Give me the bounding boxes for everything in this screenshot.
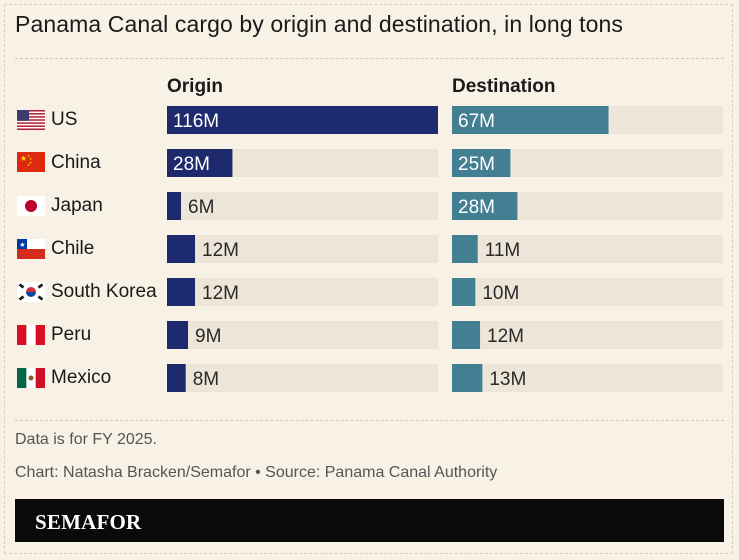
title-divider [15,58,724,59]
destination-bar-chile [452,235,478,263]
japan-flag-icon [17,196,45,216]
country-label-south-korea: South Korea [51,281,157,302]
svg-text:★: ★ [20,154,27,163]
destination-track-mexico [452,364,723,392]
origin-value-label-peru: 9M [195,326,221,347]
country-label-japan: Japan [51,195,103,216]
origin-track-chile [167,235,438,263]
destination-track-peru [452,321,723,349]
origin-value-label-mexico: 8M [193,369,219,390]
destination-track-south-korea [452,278,723,306]
svg-text:★: ★ [27,154,30,158]
origin-value-label-south-korea: 12M [202,283,239,304]
semafor-logo: SEMAFOR [35,510,142,534]
china-flag-icon: ★ ★ ★ ★ ★ [17,152,45,172]
origin-value-label-us: 116M [173,111,219,132]
origin-track-peru [167,321,438,349]
destination-value-label-us: 67M [458,111,495,132]
country-label-mexico: Mexico [51,367,112,388]
notes-divider [15,420,724,421]
origin-value-label-chile: 12M [202,240,239,261]
country-label-us: US [51,109,78,130]
footer-bar: SEMAFOR [15,499,724,542]
origin-track-mexico [167,364,438,392]
destination-bar-us [452,106,609,134]
destination-column-header: Destination [452,76,556,97]
data-note: Data is for FY 2025. [15,431,157,448]
origin-column-header: Origin [167,76,223,97]
destination-bar-mexico [452,364,483,392]
origin-track-japan [167,192,438,220]
svg-text:★: ★ [19,241,25,249]
origin-bar-china [167,149,233,177]
country-label-peru: Peru [51,324,92,345]
origin-value-label-japan: 6M [188,197,214,218]
origin-value-label-china: 28M [173,154,210,175]
destination-value-label-peru: 12M [487,326,524,347]
origin-track-south-korea [167,278,438,306]
origin-bar-japan [167,192,182,220]
peru-flag-icon [17,325,45,345]
country-label-china: China [51,152,101,173]
destination-value-label-south-korea: 10M [482,283,519,304]
destination-track-chile [452,235,723,263]
origin-bar-peru [167,321,189,349]
chart-frame [4,4,733,554]
chile-flag-icon: ★ [17,239,45,259]
svg-text:★: ★ [29,161,32,165]
destination-value-label-mexico: 13M [489,369,526,390]
origin-bar-us [167,106,438,134]
destination-bar-japan [452,192,518,220]
destination-bar-peru [452,321,481,349]
destination-bar-china [452,149,511,177]
south-korea-flag-icon [17,282,45,302]
destination-bar-south-korea [452,278,476,306]
origin-bar-south-korea [167,278,196,306]
bar-chart: 116M 28M 6M 12M 12M 9M 8M 67M 25M 28M 11M 10M 12M 13M [167,106,723,392]
destination-value-label-chile: 11M [485,240,521,261]
chart-title: Panama Canal cargo by origin and destina… [15,11,624,37]
country-label-chile: Chile [51,238,95,259]
svg-text:★: ★ [29,157,32,161]
mexico-flag-icon [17,368,45,388]
destination-value-label-china: 25M [458,154,495,175]
us-flag-icon [17,110,45,130]
origin-bar-mexico [167,364,186,392]
svg-text:★: ★ [27,163,30,167]
chart-credit: Chart: Natasha Bracken/Semafor • Source:… [15,464,498,481]
destination-value-label-japan: 28M [458,197,495,218]
origin-bar-chile [167,235,196,263]
